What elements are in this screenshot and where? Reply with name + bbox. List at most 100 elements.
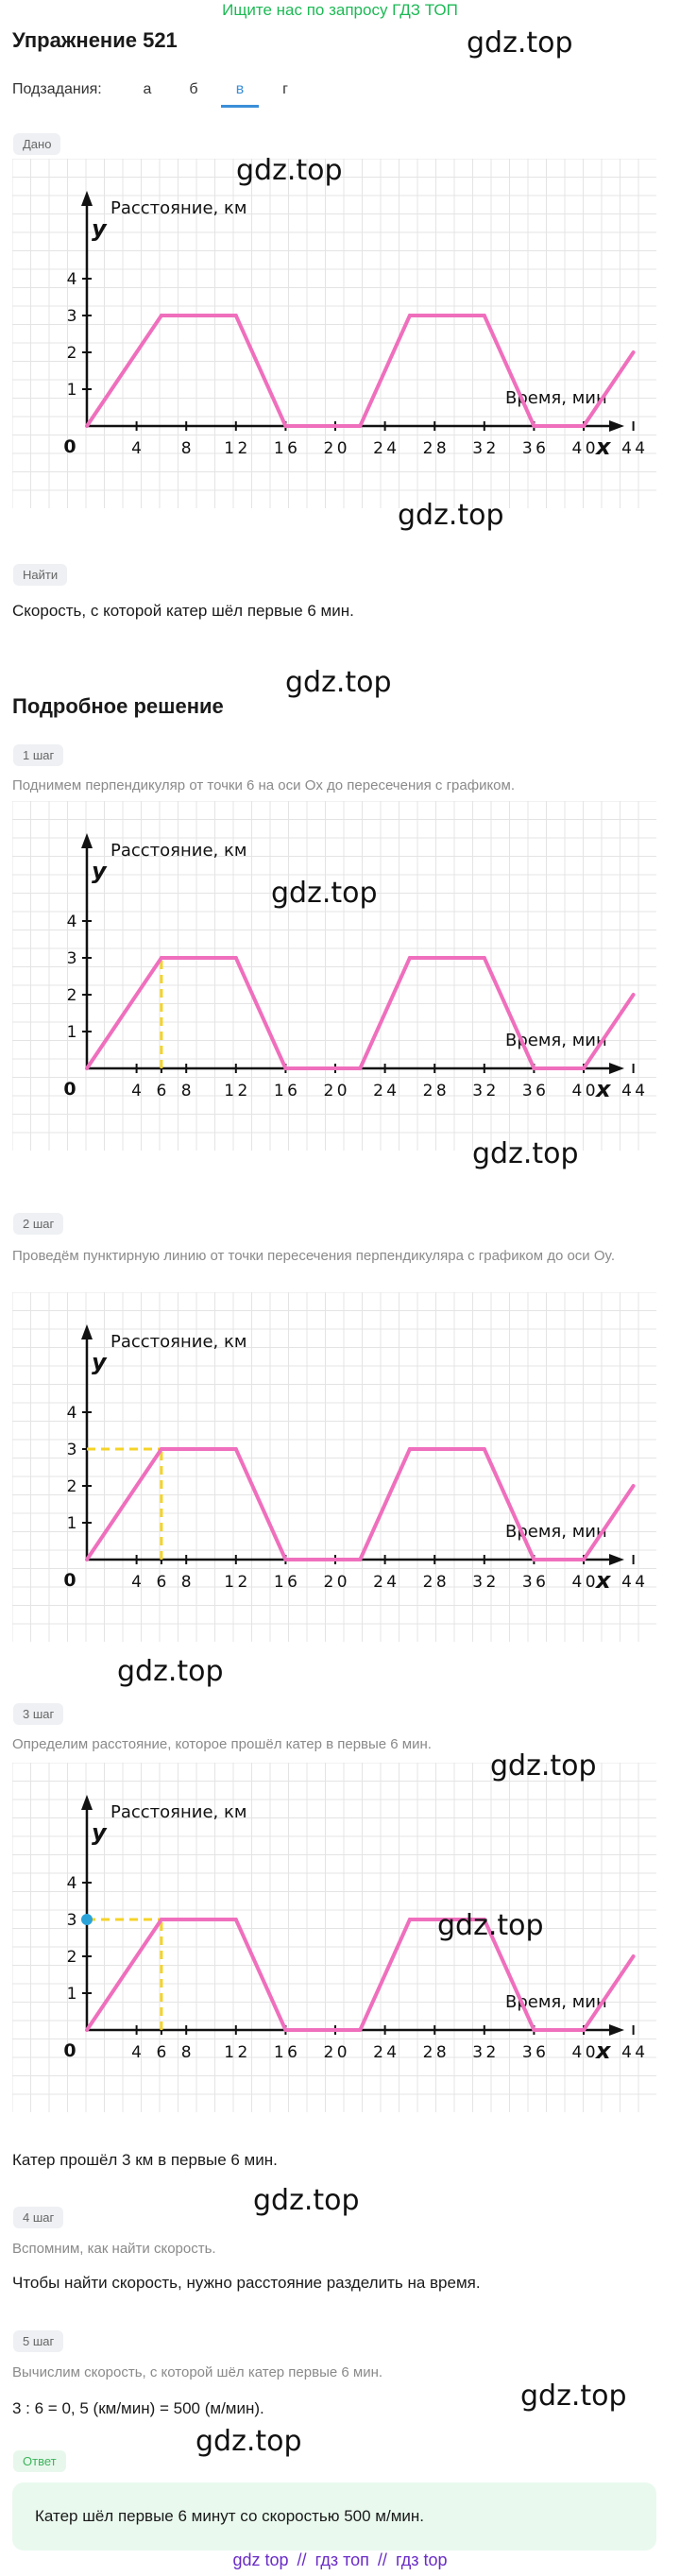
x-tick-label: 6 (156, 2043, 166, 2062)
x-tick-label: 8 (181, 1573, 192, 1592)
graph-segment (233, 1918, 288, 2032)
step-1-text: Поднимем перпендикуляр от точки 6 на оси… (12, 777, 515, 793)
watermark: gdz.top (253, 2184, 360, 2217)
graph-segment (582, 350, 636, 428)
x-tick-label: 4 0 (571, 439, 595, 458)
x-tick-label: 4 4 (621, 1573, 645, 1592)
find-chip: Найти (13, 564, 68, 586)
x-tick-label: 4 0 (571, 2043, 595, 2062)
tab-subtask-a[interactable]: а (143, 81, 152, 97)
watermark: gdz.top (196, 2425, 302, 2458)
graph-segment (85, 1918, 163, 2032)
watermark: gdz.top (467, 26, 573, 60)
footer-separator: // (377, 2550, 387, 2569)
graph-segment (85, 1447, 163, 1561)
search-banner[interactable]: Ищите нас по запросу ГДЗ ТОП (222, 1, 458, 19)
x-tick-label: 3 2 (472, 439, 496, 458)
x-tick-label: 2 0 (323, 2043, 347, 2062)
tab-subtask-b[interactable]: б (189, 81, 198, 97)
graph-background (12, 1763, 656, 2112)
x-tick-label: 1 2 (224, 439, 247, 458)
step-4-text: Вспомним, как найти скорость. (12, 2241, 216, 2257)
x-tick-label: 6 (156, 1573, 166, 1592)
watermark: gdz.top (236, 154, 343, 187)
graph-background (12, 1292, 656, 1642)
graph-segment (358, 1447, 412, 1561)
y-tick-label: 3 (67, 307, 77, 326)
graph-background (12, 159, 656, 508)
y-axis-letter: y (92, 858, 108, 884)
x-tick-label: 1 2 (224, 1082, 247, 1100)
find-text: Скорость, с которой катер шёл первые 6 м… (12, 602, 354, 620)
footer-link-gdz-top[interactable]: gdz top (232, 2550, 289, 2569)
x-tick-label: 2 4 (373, 1082, 397, 1100)
y-axis-arrow (81, 191, 93, 206)
y-axis-label: Расстояние, км (110, 198, 246, 218)
x-tick-label: 4 4 (621, 2043, 645, 2062)
x-tick-label: 6 (156, 1082, 166, 1100)
footer-links: gdz top // гдз топ // гдз top (0, 2550, 680, 2570)
x-tick-label: 8 (181, 1082, 192, 1100)
x-axis-letter: x (595, 1076, 612, 1102)
x-tick-label: 1 6 (274, 1082, 298, 1100)
y-axis-label: Расстояние, км (110, 1332, 246, 1352)
x-tick-label: 4 (131, 2043, 142, 2062)
y-axis-label: Расстояние, км (110, 841, 246, 861)
x-axis-letter: x (595, 1567, 612, 1594)
graph-segment (582, 993, 636, 1070)
x-axis-arrow (609, 1063, 624, 1074)
y-tick-label: 1 (67, 1514, 77, 1533)
watermark: gdz.top (520, 2380, 627, 2413)
y-tick-label: 2 (67, 1948, 77, 1967)
x-tick-label: 2 0 (323, 439, 347, 458)
y-axis-arrow (81, 1795, 93, 1810)
origin-label: 0 (63, 436, 76, 457)
x-tick-label: 2 0 (323, 1082, 347, 1100)
y-tick-label: 4 (67, 1404, 77, 1423)
footer-link-gdz-top-mixed[interactable]: гдз top (395, 2550, 448, 2569)
x-tick-label: 2 4 (373, 1573, 397, 1592)
step-5-formula: 3 : 6 = 0, 5 (км/мин) = 500 (м/мин). (12, 2399, 264, 2417)
x-tick-label: 4 (131, 1082, 142, 1100)
active-tab-underline (221, 105, 259, 108)
x-tick-label: 3 2 (472, 1082, 496, 1100)
y-axis-letter: y (92, 1819, 108, 1846)
tab-subtask-g[interactable]: г (282, 81, 288, 97)
subtasks-label: Подзадания: (12, 81, 102, 97)
graph-segment (85, 314, 163, 428)
graph-segment (358, 314, 412, 428)
watermark: gdz.top (472, 1137, 579, 1170)
y-tick-label: 4 (67, 1874, 77, 1893)
x-tick-label: 1 6 (274, 1573, 298, 1592)
graph-segment (233, 956, 288, 1070)
x-tick-label: 2 0 (323, 1573, 347, 1592)
distance-point (81, 1914, 93, 1925)
given-chip: Дано (13, 133, 61, 155)
watermark: gdz.top (117, 1655, 224, 1688)
footer-link-gdz-top-ru[interactable]: гдз топ (314, 2550, 369, 2569)
y-axis-letter: y (92, 215, 108, 242)
x-axis-label: Время, мин (505, 1522, 607, 1542)
graph-segment (582, 1484, 636, 1561)
step-4-chip: 4 шаг (13, 2207, 64, 2228)
x-tick-label: 3 6 (522, 1573, 546, 1592)
y-tick-label: 3 (67, 1911, 77, 1930)
page-title: Упражнение 521 (12, 28, 178, 52)
x-tick-label: 2 8 (423, 1573, 447, 1592)
watermark: gdz.top (490, 1749, 597, 1783)
x-tick-label: 3 2 (472, 2043, 496, 2062)
y-tick-label: 1 (67, 1023, 77, 1042)
y-tick-label: 4 (67, 270, 77, 289)
x-tick-label: 2 8 (423, 1082, 447, 1100)
y-tick-label: 1 (67, 1985, 77, 2004)
graph-segment (482, 956, 536, 1070)
graph-segment (482, 314, 536, 428)
step-2-chip: 2 шаг (13, 1213, 64, 1235)
tab-subtask-v[interactable]: в (235, 81, 245, 97)
origin-label: 0 (63, 1079, 76, 1100)
y-tick-label: 2 (67, 986, 77, 1005)
x-axis-arrow (609, 420, 624, 432)
